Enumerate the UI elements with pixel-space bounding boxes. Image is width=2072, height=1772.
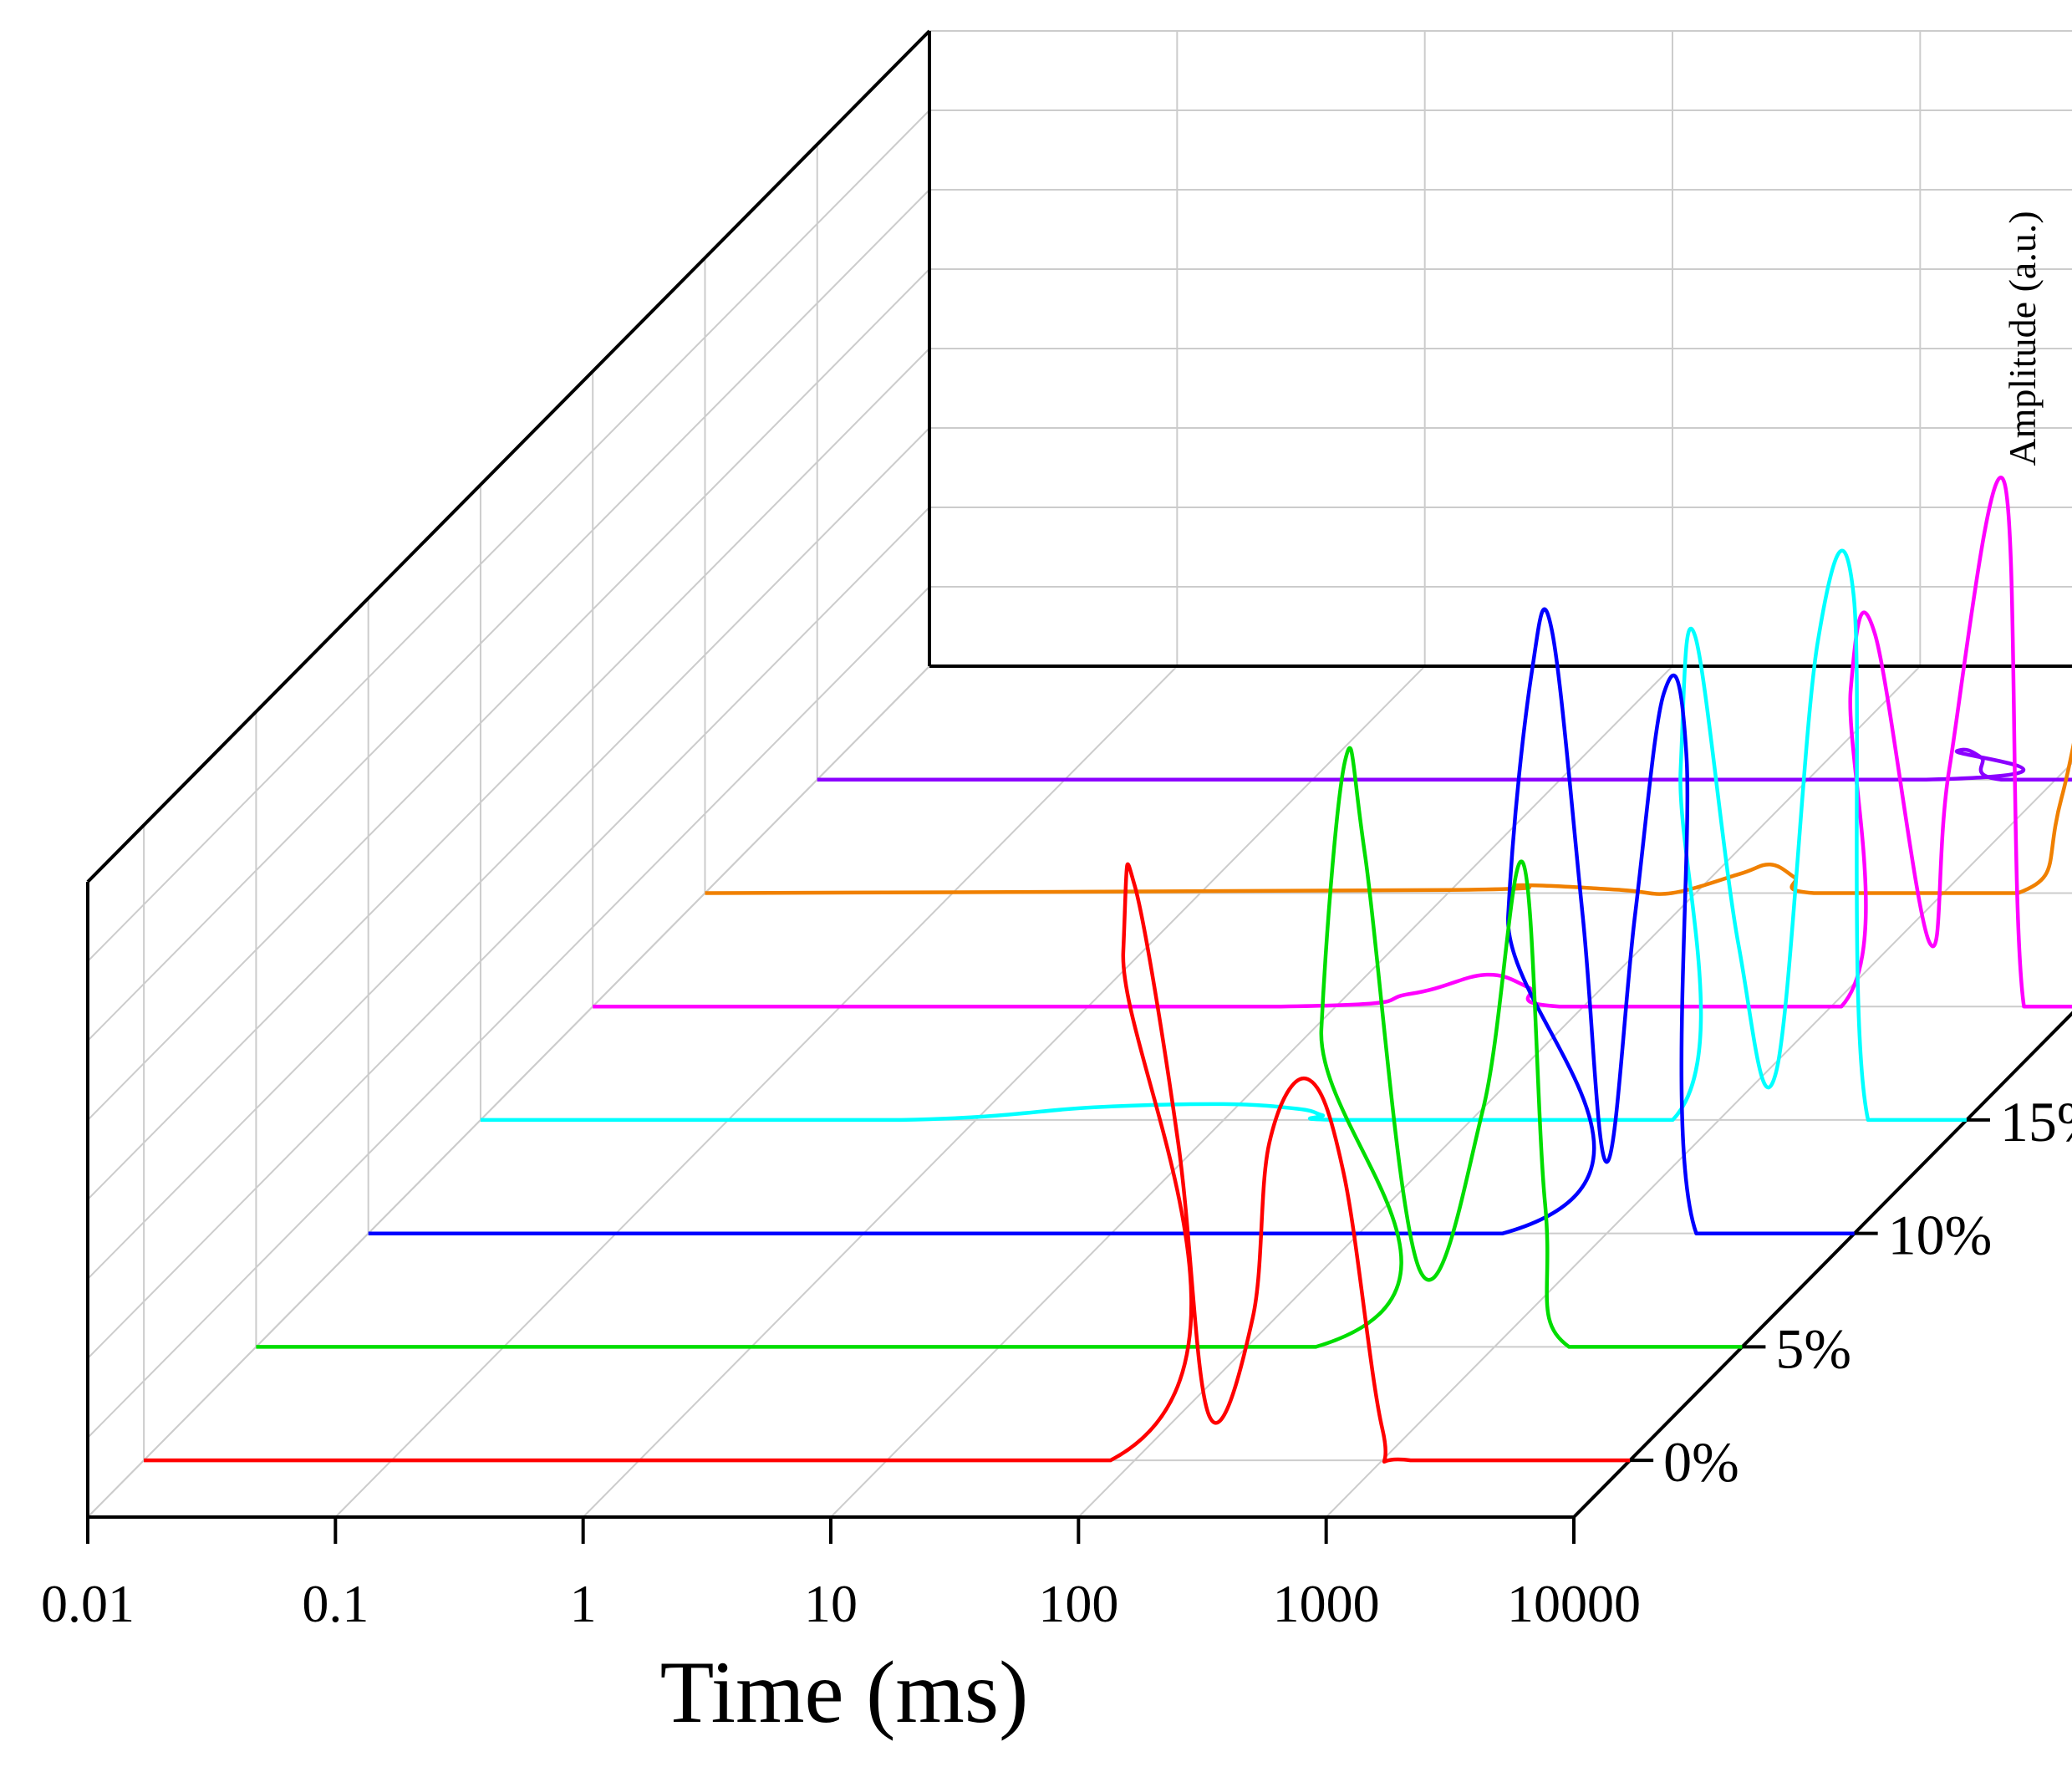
left-wall-gridline-amplitude: [87, 268, 930, 1121]
left-wall-gridline-amplitude: [87, 507, 930, 1359]
series-line-25pct: [705, 742, 2072, 896]
x-tick-label: 10000: [1507, 1574, 1641, 1633]
depth-tick-label: 10%: [1888, 1204, 1993, 1267]
depth-axis-line: [1572, 1011, 2072, 1519]
floor-gridline-time: [830, 665, 1673, 1518]
x-axis-title: Time (ms): [660, 1643, 1029, 1741]
floor-gridline-time: [582, 665, 1426, 1518]
left-wall-gridline-amplitude: [87, 586, 930, 1438]
left-wall-gridline-amplitude: [87, 189, 930, 1041]
x-tick-label: 0.1: [302, 1574, 369, 1633]
series-line-5pct: [256, 746, 1743, 1349]
axes-frame: [86, 29, 2072, 1544]
series-lines: [144, 476, 2072, 1464]
x-tick-label: 1000: [1273, 1574, 1380, 1633]
x-tick-label: 0.01: [41, 1574, 135, 1633]
left-wall-gridline-amplitude: [87, 109, 930, 962]
left-wall-gridline-amplitude: [87, 665, 930, 1518]
series-line-10pct: [368, 607, 1855, 1235]
floor-gridline-time: [334, 665, 1179, 1518]
tick-labels: 0.010.11101001000100000%5%10%15%20%25%30…: [41, 1090, 2072, 1633]
x-tick-label: 10: [804, 1574, 858, 1633]
floor-gridline-time: [1325, 761, 2072, 1518]
series-line-0pct: [144, 862, 1631, 1464]
left-wall-gridline-amplitude: [87, 427, 930, 1280]
left-wall-gridline-amplitude: [87, 348, 930, 1200]
series-line-15pct: [480, 548, 1967, 1123]
depth-tick-label: 15%: [2000, 1090, 2072, 1153]
depth-tick-label: 0%: [1663, 1430, 1739, 1494]
floor-gridline-time: [1077, 665, 1922, 1518]
grid: [87, 30, 2072, 1518]
series-line-20pct: [593, 476, 2072, 1009]
left-top-edge: [86, 29, 931, 883]
x-tick-label: 1: [570, 1574, 597, 1633]
depth-tick-label: 5%: [1775, 1316, 1851, 1380]
x-tick-label: 100: [1038, 1574, 1118, 1633]
series-line-30pct: [817, 747, 2072, 782]
z-axis-title: Amplitude (a.u.): [2001, 211, 2044, 466]
